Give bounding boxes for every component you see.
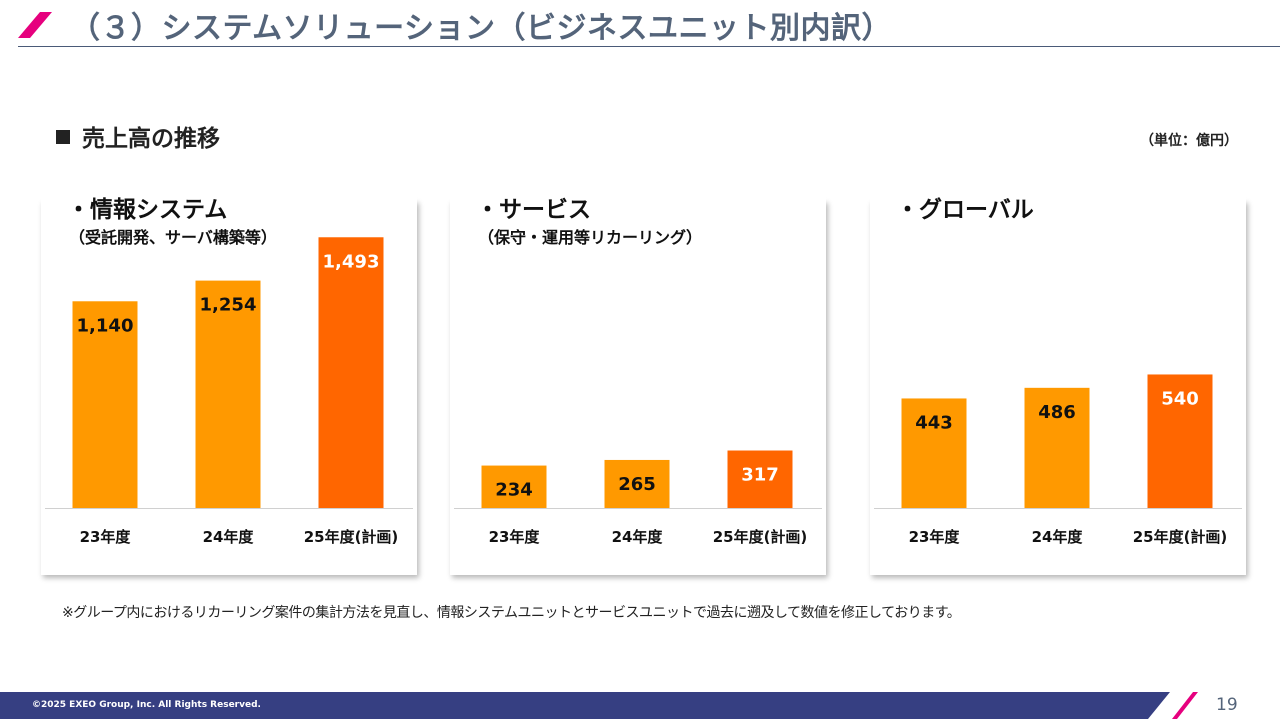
chart-panel-global: ・グローバル 443 23年度 486 24年度 540 25年度(計画) <box>870 182 1246 575</box>
copyright-text: ©2025 EXEO Group, Inc. All Rights Reserv… <box>32 700 261 710</box>
category-label: 23年度 <box>909 528 961 546</box>
page-number: 19 <box>1216 695 1238 715</box>
data-label: 317 <box>741 465 779 486</box>
category-label: 23年度 <box>80 528 132 546</box>
chart-subtitle: （保守・運用等リカーリング） <box>478 228 703 247</box>
category-label: 25年度(計画) <box>1133 528 1228 546</box>
data-label: 443 <box>915 412 953 433</box>
bar-24年度 <box>604 459 670 508</box>
data-label: 1,493 <box>323 251 380 272</box>
data-label: 234 <box>495 480 533 501</box>
bar-25年度(計画) <box>1147 374 1213 508</box>
category-label: 24年度 <box>203 528 255 546</box>
panel-header-backdrop <box>870 182 1246 200</box>
title-slash-shape <box>18 12 52 38</box>
data-label: 1,140 <box>77 315 134 336</box>
chart-title: ・グローバル <box>896 197 1034 223</box>
category-label: 25年度(計画) <box>713 528 808 546</box>
bar-23年度 <box>481 465 547 508</box>
data-label: 540 <box>1161 388 1199 409</box>
section-heading: 売上高の推移 <box>56 119 220 153</box>
panel-header-backdrop <box>41 182 417 200</box>
bar-24年度 <box>195 280 261 508</box>
footer-bar <box>0 692 1170 719</box>
title-divider <box>18 46 1280 47</box>
chart-panel-information-systems: ・情報システム （受託開発、サーバ構築等） 1,140 23年度 1,254 24年度… <box>41 182 417 575</box>
chart-title: ・サービス <box>476 197 591 223</box>
bar-chart-information-systems: 1,140 23年度 1,254 24年度 1,493 25年度(計画) <box>45 237 413 546</box>
data-label: 1,254 <box>200 295 257 316</box>
category-label: 24年度 <box>1032 528 1084 546</box>
bar-24年度 <box>1024 387 1090 508</box>
bar-chart-global: 443 23年度 486 24年度 540 25年度(計画) <box>874 374 1242 546</box>
bar-25年度(計画) <box>727 450 793 508</box>
chart-title: ・情報システム <box>67 197 228 223</box>
unit-note: （単位：億円） <box>1140 133 1238 149</box>
category-label: 24年度 <box>612 528 664 546</box>
category-label: 25年度(計画) <box>304 528 399 546</box>
section-heading-text: 売上高の推移 <box>82 126 220 152</box>
footer-slash-shape <box>1172 692 1198 719</box>
footnote: ※グループ内におけるリカーリング案件の集計方法を見直し、情報システムユニットとサ… <box>62 605 961 621</box>
bar-23年度 <box>901 398 967 508</box>
square-bullet-icon <box>56 130 70 144</box>
data-label: 265 <box>618 474 656 495</box>
panel-header-backdrop <box>450 182 826 200</box>
bar-25年度(計画) <box>318 237 384 508</box>
bar-chart-services: 234 23年度 265 24年度 317 25年度(計画) <box>454 450 822 546</box>
title-slash-decoration <box>18 12 52 38</box>
data-label: 486 <box>1038 402 1076 423</box>
bar-23年度 <box>72 301 138 508</box>
slide-title: （３）システムソリューション（ビジネスユニット別内訳） <box>70 11 892 46</box>
chart-subtitle: （受託開発、サーバ構築等） <box>69 228 277 247</box>
footer-slash-decoration <box>1172 692 1198 719</box>
chart-panel-services: ・サービス （保守・運用等リカーリング） 234 23年度 265 24年度 317 25… <box>450 182 826 575</box>
category-label: 23年度 <box>489 528 541 546</box>
